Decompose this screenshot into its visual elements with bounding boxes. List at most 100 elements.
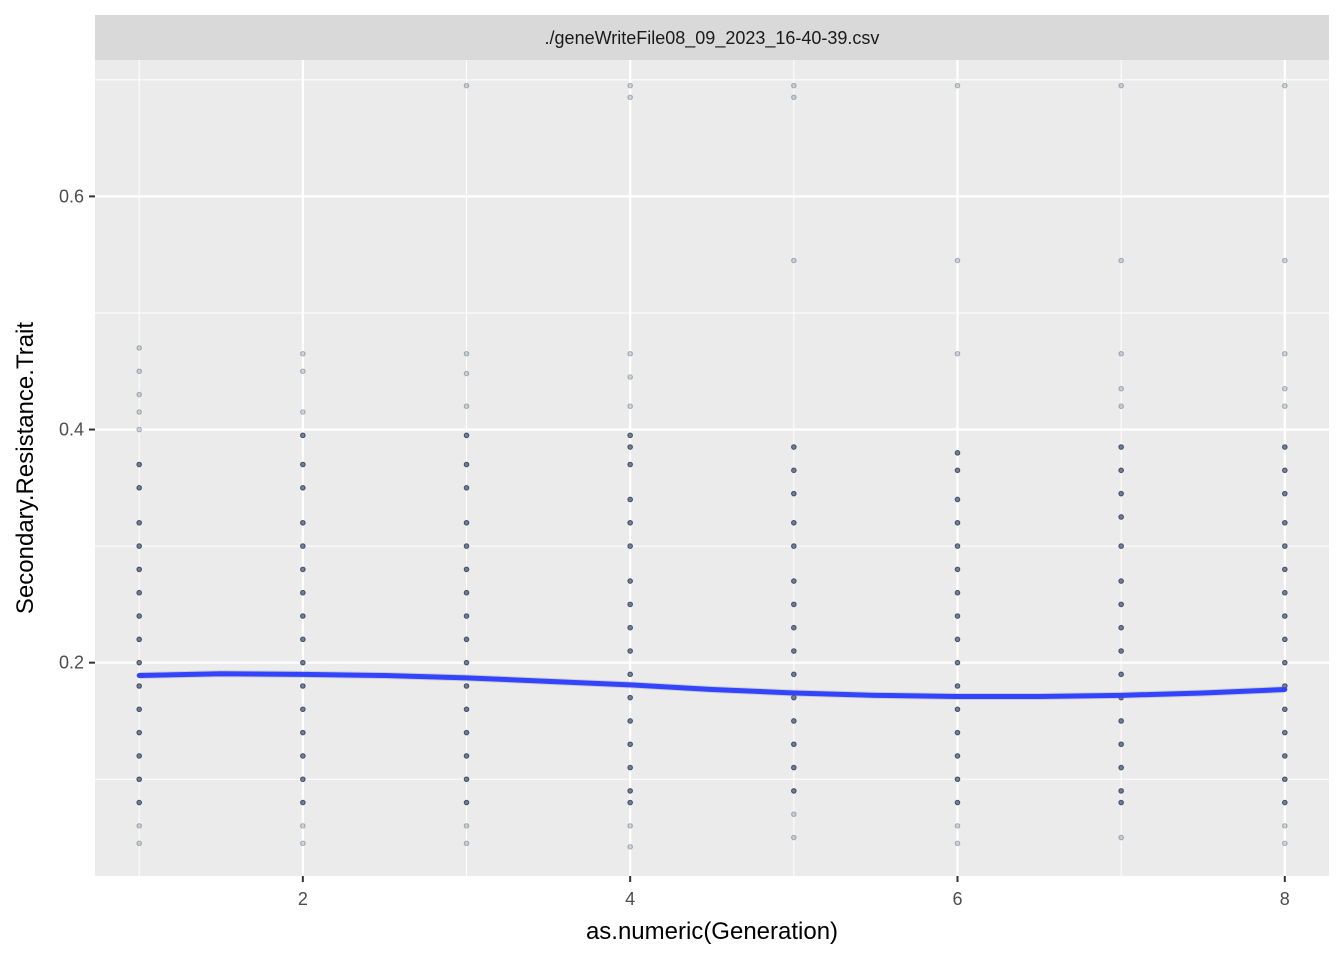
scatter-point: [954, 257, 961, 264]
smooth-line-group: [136, 670, 1288, 700]
scatter-point: [791, 490, 797, 497]
scatter-point: [1282, 82, 1288, 89]
scatter-point: [791, 624, 797, 631]
scatter-point: [1282, 350, 1288, 357]
scatter-point: [791, 257, 797, 264]
scatter-point: [463, 403, 470, 410]
scatter-point: [1118, 490, 1124, 497]
scatter-point: [463, 683, 470, 689]
scatter-point: [954, 566, 961, 573]
scatter-point: [1282, 753, 1288, 759]
scatter-point: [627, 648, 633, 654]
scatter-point: [791, 519, 797, 526]
scatter-point: [1282, 840, 1288, 847]
scatter-point: [1118, 385, 1124, 392]
scatter-point: [627, 403, 633, 410]
scatter-point: [136, 543, 142, 549]
scatter-point: [300, 409, 306, 415]
scatter-point: [1282, 566, 1288, 573]
scatter-point: [300, 461, 306, 468]
smooth-line: [136, 671, 1288, 699]
facet-title: ./geneWriteFile08_09_2023_16-40-39.csv: [545, 28, 880, 49]
scatter-point: [627, 432, 633, 439]
scatter-point: [136, 368, 142, 375]
scatter-point: [1118, 444, 1124, 450]
scatter-point: [1282, 490, 1288, 497]
scatter-point: [1282, 444, 1288, 450]
scatter-point: [463, 543, 470, 549]
scatter-point: [1282, 799, 1288, 806]
scatter-point: [954, 589, 961, 596]
scatter-point: [300, 729, 306, 736]
scatter-point: [627, 764, 633, 771]
scatter-point: [136, 706, 142, 713]
scatter-point: [954, 496, 961, 503]
scatter-point: [463, 566, 470, 573]
scatter-point: [627, 788, 633, 794]
scatter-point: [1282, 257, 1288, 264]
scatter-point: [1118, 257, 1124, 264]
scatter-point: [791, 94, 797, 101]
scatter-point: [300, 683, 306, 689]
scatter-point: [300, 485, 306, 491]
scatter-point: [1282, 706, 1288, 713]
scatter-point: [300, 589, 306, 596]
scatter-point: [791, 741, 797, 748]
major-gridlines: [95, 60, 1329, 876]
scatter-point: [136, 799, 142, 806]
scatter-point: [627, 543, 633, 549]
scatter-point: [1118, 624, 1124, 631]
scatter-point: [463, 350, 470, 357]
scatter-point: [1118, 578, 1124, 584]
scatter-point: [136, 659, 142, 666]
scatter-point: [1282, 467, 1288, 474]
scatter-point: [300, 636, 306, 643]
scatter-point: [1118, 788, 1124, 794]
y-tick-label: 0.6: [59, 186, 84, 206]
y-tick-label: 0.4: [59, 420, 84, 440]
x-tick-label: 2: [298, 889, 308, 909]
scatter-point: [954, 729, 961, 736]
scatter-point: [954, 840, 961, 847]
scatter-point: [300, 776, 306, 783]
scatter-point: [954, 519, 961, 526]
scatter-point: [463, 519, 470, 526]
scatter-point: [1282, 589, 1288, 596]
scatter-point: [627, 671, 633, 678]
scatter-point: [627, 578, 633, 584]
scatter-point: [463, 485, 470, 491]
y-axis: 0.2 0.4 0.6: [59, 186, 95, 673]
scatter-point: [1282, 613, 1288, 619]
scatter-point: [791, 648, 797, 654]
scatter-point: [463, 636, 470, 643]
x-axis-title: as.numeric(Generation): [586, 918, 838, 945]
scatter-point: [1118, 601, 1124, 608]
scatter-point: [791, 82, 797, 89]
scatter-point: [1118, 834, 1124, 841]
scatter-point: [136, 519, 142, 526]
scatter-point: [954, 799, 961, 806]
scatter-point: [1118, 741, 1124, 748]
scatter-point: [791, 578, 797, 584]
scatter-point: [300, 519, 306, 526]
scatter-point: [954, 467, 961, 474]
y-axis-title: Secondary.Resistance.Trait: [12, 322, 39, 614]
scatter-point: [791, 718, 797, 724]
scatter-point: [627, 350, 633, 357]
scatter-point: [300, 823, 306, 829]
scatter-point: [1118, 467, 1124, 474]
scatter-point: [954, 450, 961, 456]
scatter-point: [1118, 82, 1124, 89]
scatter-point: [463, 461, 470, 468]
x-tick-label: 4: [625, 889, 635, 909]
scatter-point: [627, 444, 633, 450]
scatter-point: [136, 461, 142, 468]
scatter-point: [300, 350, 306, 357]
scatter-point: [627, 718, 633, 724]
scatter-point: [463, 659, 470, 666]
scatter-point: [791, 788, 797, 794]
scatter-point: [627, 461, 633, 468]
scatter-point: [463, 370, 470, 377]
scatter-point: [136, 729, 142, 736]
scatter-point: [300, 706, 306, 713]
